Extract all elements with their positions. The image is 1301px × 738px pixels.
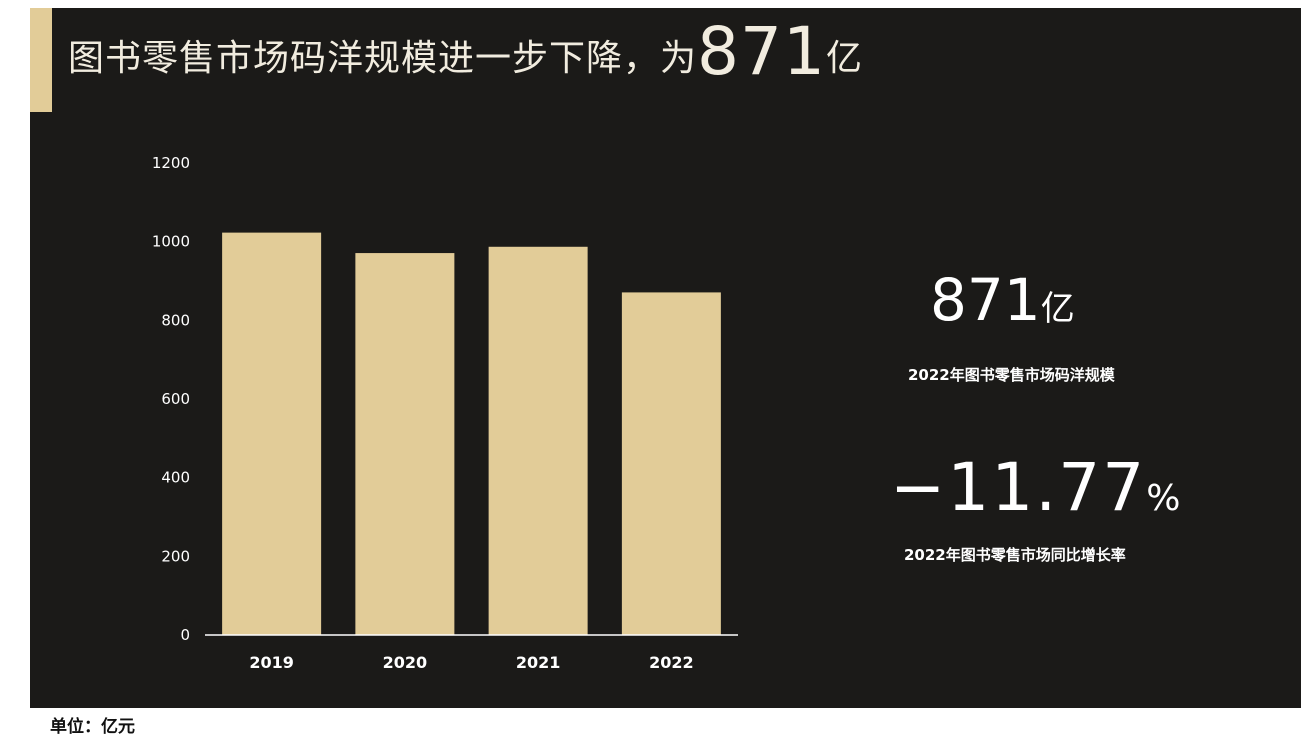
title-unit: 亿	[826, 38, 864, 79]
kpi-growth-label: 2022年图书零售市场同比增长率	[904, 546, 1126, 564]
y-tick-label: 600	[161, 390, 190, 408]
kpi-market-size-unit: 亿	[1040, 289, 1075, 329]
y-tick-label: 0	[180, 626, 190, 644]
page-title: 图书零售市场码洋规模进一步下降，为871亿	[68, 19, 864, 85]
y-tick-label: 800	[161, 311, 190, 329]
y-tick-label: 1200	[152, 154, 190, 172]
y-tick-label: 200	[161, 547, 190, 565]
x-axis: 2019 2020 2021 2022	[249, 653, 693, 672]
title-accent-bar	[30, 8, 52, 112]
kpi-market-size-value: 871亿	[930, 268, 1075, 341]
unit-note: 单位：亿元	[50, 717, 135, 737]
x-tick-label: 2021	[516, 653, 561, 672]
x-tick-label: 2019	[249, 653, 294, 672]
title-highlight-number: 871	[697, 13, 826, 90]
bar-2019	[222, 232, 322, 635]
y-tick-label: 1000	[152, 233, 190, 251]
kpi-market-size-number: 871	[930, 266, 1041, 334]
bar-2022	[621, 292, 721, 635]
kpi-growth-value: −11.77%	[890, 453, 1182, 534]
y-axis: 0 200 400 600 800 1000 1200	[152, 154, 190, 644]
bars	[222, 232, 721, 635]
x-tick-label: 2022	[649, 653, 694, 672]
x-tick-label: 2020	[383, 653, 428, 672]
bar-2021	[488, 246, 588, 635]
kpi-growth-number: −11.77	[890, 449, 1147, 526]
title-prefix: 图书零售市场码洋规模进一步下降，为	[68, 38, 698, 79]
y-tick-label: 400	[161, 469, 190, 487]
bar-2020	[355, 253, 455, 635]
kpi-growth-unit: %	[1146, 478, 1183, 519]
kpi-market-size-label: 2022年图书零售市场码洋规模	[908, 366, 1115, 384]
